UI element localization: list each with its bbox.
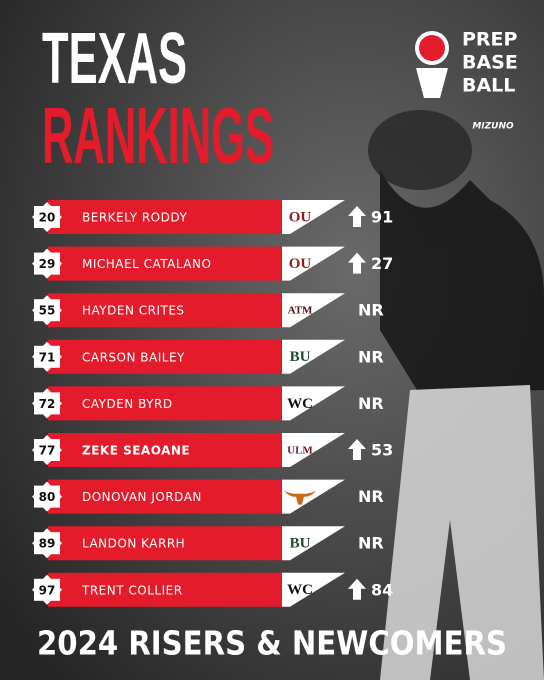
rank: 77	[39, 444, 56, 458]
logo-panel	[282, 339, 345, 374]
rank-change: NR	[358, 347, 384, 366]
logo-panel	[282, 433, 345, 467]
rank-change: 84	[371, 580, 393, 599]
rank-badge	[34, 485, 60, 508]
rank: 29	[39, 257, 56, 271]
brand-word: BASE	[462, 52, 518, 74]
rank-change: 91	[371, 208, 393, 227]
rise-arrow	[348, 439, 366, 460]
brand-word: PREP	[462, 29, 518, 51]
rank-badge	[34, 345, 60, 368]
rank-badge	[34, 392, 60, 415]
name-bar	[48, 293, 290, 328]
rise-arrow	[348, 578, 366, 600]
player-name: HAYDEN CRITES	[82, 304, 185, 318]
rank-change: NR	[358, 487, 384, 506]
name-bar	[48, 200, 290, 234]
logo-panel	[282, 526, 345, 561]
school-logo: ULM	[287, 445, 313, 457]
rank-change: NR	[358, 301, 384, 320]
school-logo: WC	[287, 396, 313, 412]
school-logo: BU	[290, 536, 311, 552]
rise-arrow	[348, 252, 366, 274]
logo-panel	[282, 246, 345, 281]
school-logo: OU	[289, 209, 312, 225]
ranking-row: 80 DONOVAN JORDAN NR	[32, 479, 384, 514]
rank: 71	[39, 350, 56, 364]
name-bar	[48, 479, 290, 514]
player-name: DONOVAN JORDAN	[82, 490, 202, 504]
player-silhouette	[368, 110, 544, 680]
logo-panel	[282, 293, 345, 328]
rank: 20	[39, 211, 56, 225]
rank-badge	[34, 206, 60, 228]
rank: 89	[39, 537, 56, 551]
school-logo: WC	[287, 582, 313, 598]
logo-panel	[282, 572, 345, 607]
rank-badge	[34, 252, 60, 275]
ranking-row: 20 BERKELY RODDY OU 91	[32, 200, 393, 234]
school-logo: OU	[289, 256, 312, 272]
logo-panel	[282, 200, 345, 234]
rank-change: NR	[358, 394, 384, 413]
name-bar	[48, 339, 290, 374]
ranking-row: 77 ZEKE SEAOANE ULM 53	[32, 433, 393, 467]
rank-change: 27	[371, 254, 393, 273]
rank: 72	[39, 397, 56, 411]
rank-badge	[34, 532, 60, 555]
name-bar	[48, 572, 290, 607]
school-logo: BU	[290, 349, 311, 365]
ranking-row: 71 CARSON BAILEY BU NR	[32, 339, 384, 374]
title-line-1: TEXAS	[42, 19, 187, 99]
ranking-row: 72 CAYDEN BYRD WC NR	[32, 386, 384, 421]
player-name: LANDON KARRH	[82, 537, 185, 551]
player-name: CARSON BAILEY	[82, 350, 185, 364]
player-name: ZEKE SEAOANE	[82, 444, 190, 458]
player-name: BERKELY RODDY	[82, 211, 187, 225]
rank-badge	[34, 299, 60, 322]
brand-logo	[415, 31, 449, 98]
sponsor: MIZUNO	[472, 122, 514, 132]
rank-badge	[34, 578, 60, 601]
ranking-row: 55 HAYDEN CRITES ATM NR	[32, 293, 384, 328]
rank-badge	[34, 439, 60, 461]
logo-panel	[282, 479, 345, 514]
rank: 80	[39, 490, 56, 504]
school-logo	[284, 490, 316, 505]
name-bar	[48, 433, 290, 467]
name-bar	[48, 386, 290, 421]
rank: 55	[39, 304, 56, 318]
ranking-row: 29 MICHAEL CATALANO OU 27	[32, 246, 393, 281]
rank-change: 53	[371, 441, 393, 460]
ranking-row: 89 LANDON KARRH BU NR	[32, 526, 384, 561]
title-line-2: RANKINGS	[42, 91, 274, 180]
brand-word: BALL	[462, 75, 515, 97]
ranking-row: 97 TRENT COLLIER WC 84	[32, 572, 393, 607]
player-name: CAYDEN BYRD	[82, 397, 173, 411]
rank-change: NR	[358, 534, 384, 553]
logo-panel	[282, 386, 345, 421]
rise-arrow	[348, 206, 366, 227]
rank: 97	[39, 583, 56, 597]
name-bar	[48, 246, 290, 281]
player-name: TRENT COLLIER	[81, 583, 183, 597]
player-name: MICHAEL CATALANO	[82, 257, 211, 271]
name-bar	[48, 526, 290, 561]
footer-title: 2024 RISERS & NEWCOMERS	[37, 624, 507, 663]
school-logo: ATM	[288, 305, 313, 317]
